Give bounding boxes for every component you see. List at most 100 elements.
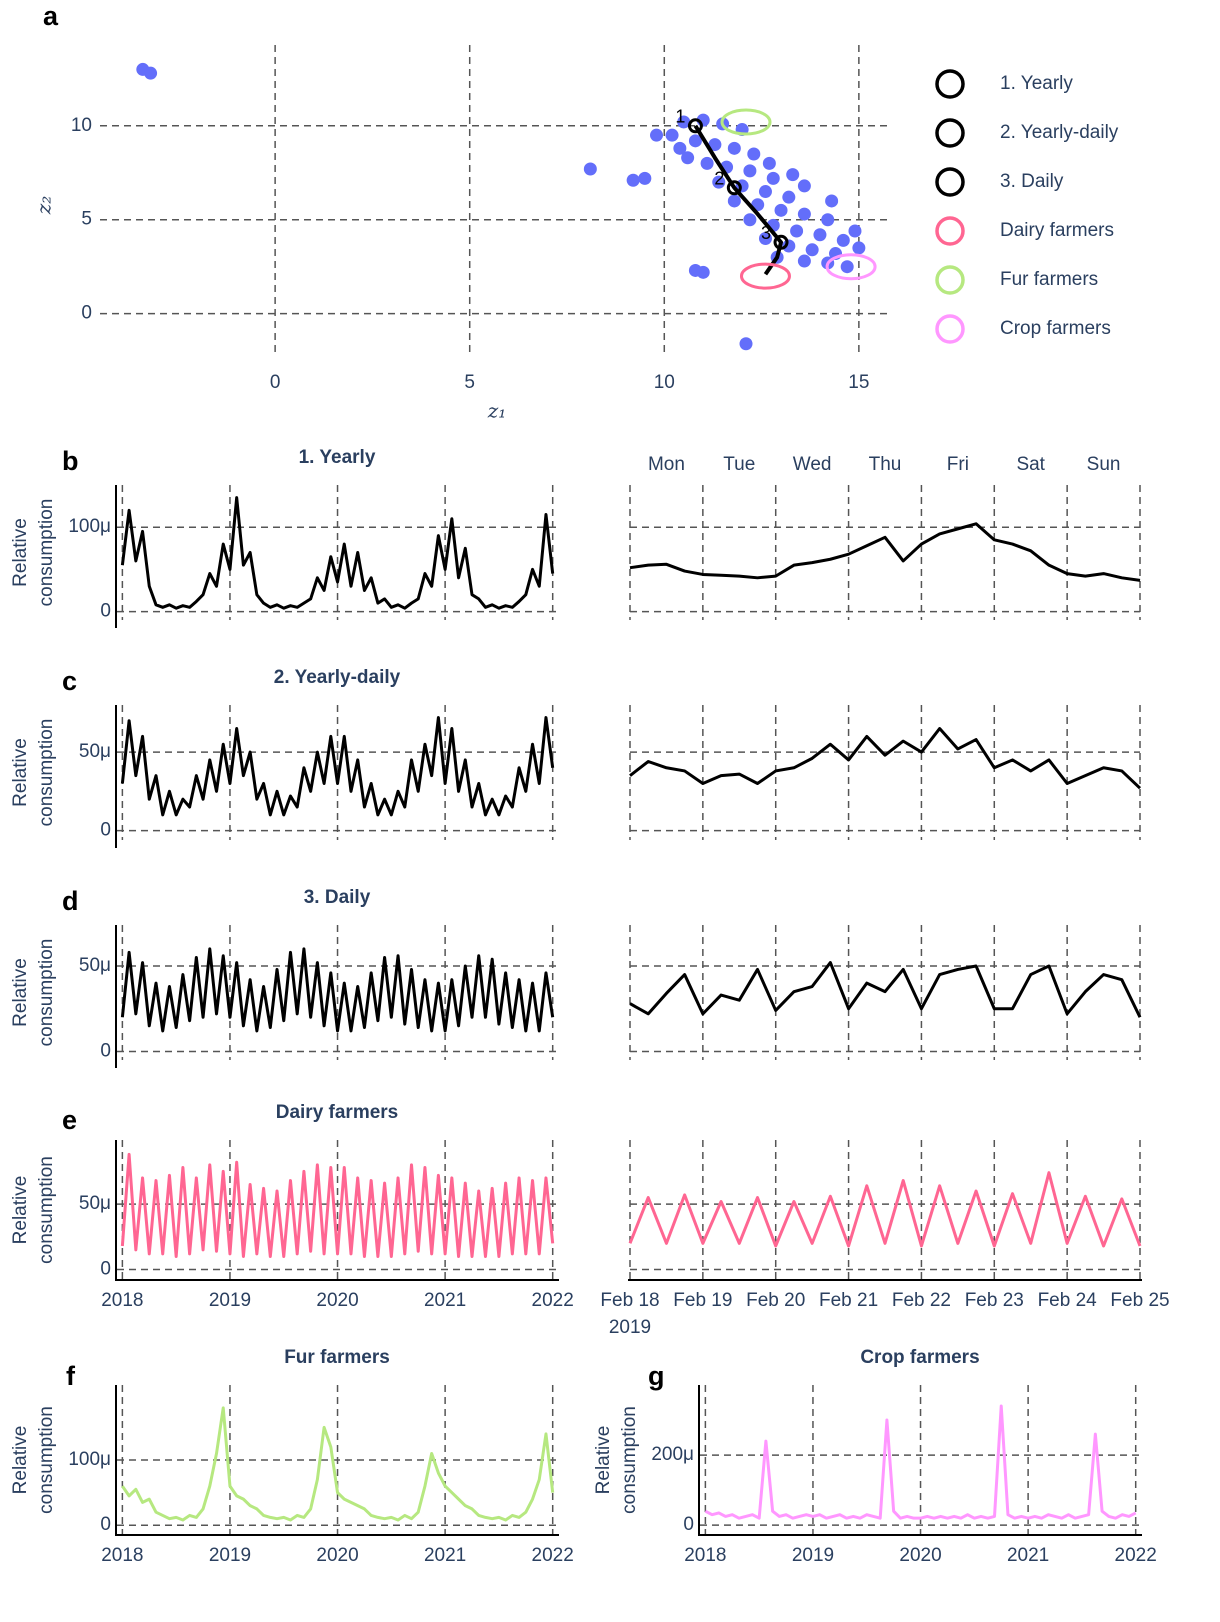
point: [638, 171, 652, 185]
point: [825, 194, 839, 208]
panel-letter: d: [62, 886, 79, 916]
x-tick-label: 2020: [316, 1290, 358, 1311]
point: [743, 213, 757, 227]
y-axis-label: Relative: [10, 738, 31, 807]
legend-marker: [935, 167, 965, 197]
day-label: Thu: [869, 454, 902, 475]
point: [813, 228, 827, 242]
series-line: [120, 496, 555, 610]
panel-letter: c: [62, 666, 77, 696]
y-tick-label: 0: [100, 1259, 111, 1280]
series-line: [628, 1171, 1142, 1248]
series-line: [704, 1404, 1137, 1520]
x-tick-label: 2022: [1115, 1545, 1157, 1566]
panel-title: 2. Yearly-daily: [274, 667, 401, 688]
y-axis-label: consumption: [619, 1406, 640, 1514]
x-tick-label: Feb 18: [600, 1290, 659, 1311]
trajectory: [693, 124, 784, 276]
panel-title: Crop farmers: [860, 1347, 979, 1368]
y-tick-label: 0: [683, 1514, 694, 1535]
series-line: [120, 716, 555, 817]
day-label: Sun: [1087, 454, 1121, 475]
day-label: Wed: [793, 454, 832, 475]
x-tick-label: Feb 21: [819, 1290, 878, 1311]
point: [650, 128, 664, 142]
x-tick-label: 2021: [1007, 1545, 1049, 1566]
x-tick-label: 2021: [424, 1545, 466, 1566]
x-axis-label: z₁: [487, 399, 507, 423]
marker-label: 2: [714, 169, 724, 189]
point: [144, 66, 158, 80]
series-line: [629, 961, 1142, 1018]
y-tick-label: 100μ: [68, 1449, 111, 1470]
y-tick-label: 5: [81, 209, 92, 230]
point: [797, 254, 811, 268]
x-tick-label: 2021: [424, 1290, 466, 1311]
y-tick-label: 10: [71, 115, 92, 136]
y-tick-label: 0: [100, 820, 111, 841]
point: [677, 115, 691, 129]
y-axis-label: consumption: [36, 1406, 57, 1514]
x-tick-label: 2019: [209, 1545, 251, 1566]
point: [797, 179, 811, 193]
y-axis-label: Relative: [593, 1426, 614, 1495]
marker: [687, 118, 703, 134]
x-tick-label: 2020: [316, 1545, 358, 1566]
y-tick-label: 50μ: [79, 1193, 111, 1214]
series-line: [121, 1406, 555, 1522]
series-line: [629, 522, 1141, 582]
x-tick-label: 2020: [899, 1545, 941, 1566]
point: [708, 138, 722, 152]
point: [688, 134, 702, 148]
x-tick-label: 2018: [101, 1545, 143, 1566]
marker-label: 3: [761, 223, 771, 243]
y-axis-label: consumption: [36, 719, 57, 827]
y-tick-label: 0: [100, 601, 111, 622]
y-axis-label: z₂: [32, 196, 56, 216]
highlight: [739, 262, 791, 290]
point: [782, 190, 796, 204]
y-axis-label: consumption: [36, 1156, 57, 1264]
marker: [773, 234, 789, 250]
legend-label: Fur farmers: [1000, 269, 1098, 290]
legend-marker: [935, 69, 965, 99]
y-tick-label: 50μ: [79, 955, 111, 976]
x-tick-label: 10: [654, 372, 675, 393]
point: [840, 260, 854, 274]
panel-letter: b: [62, 446, 79, 476]
y-axis-label: Relative: [10, 958, 31, 1027]
legend-label: 2. Yearly-daily: [1000, 122, 1119, 143]
legend-label: Crop farmers: [1000, 318, 1111, 339]
x-year-label: 2019: [609, 1317, 651, 1338]
point: [836, 233, 850, 247]
point: [747, 147, 761, 161]
panel-letter: f: [66, 1361, 76, 1391]
point: [786, 168, 800, 182]
legend-marker: [935, 314, 965, 344]
marker-label: 1: [675, 107, 685, 127]
point: [821, 213, 835, 227]
y-tick-label: 0: [100, 1514, 111, 1535]
point: [790, 224, 804, 238]
x-tick-label: 2018: [684, 1545, 726, 1566]
point: [673, 141, 687, 155]
x-tick-label: 2018: [101, 1290, 143, 1311]
day-label: Fri: [947, 454, 969, 475]
y-tick-label: 50μ: [79, 741, 111, 762]
x-tick-label: Feb 20: [746, 1290, 805, 1311]
point: [805, 243, 819, 257]
point: [665, 128, 679, 142]
point: [766, 171, 780, 185]
x-tick-label: 2022: [532, 1290, 574, 1311]
panel-letter: e: [62, 1105, 77, 1135]
legend-marker: [935, 265, 965, 295]
point: [758, 185, 772, 199]
y-tick-label: 100μ: [68, 516, 111, 537]
y-axis-label: Relative: [10, 518, 31, 587]
point: [712, 175, 726, 189]
day-label: Sat: [1016, 454, 1045, 475]
point: [626, 173, 640, 187]
legend-label: 3. Daily: [1000, 171, 1064, 192]
point: [700, 156, 714, 170]
